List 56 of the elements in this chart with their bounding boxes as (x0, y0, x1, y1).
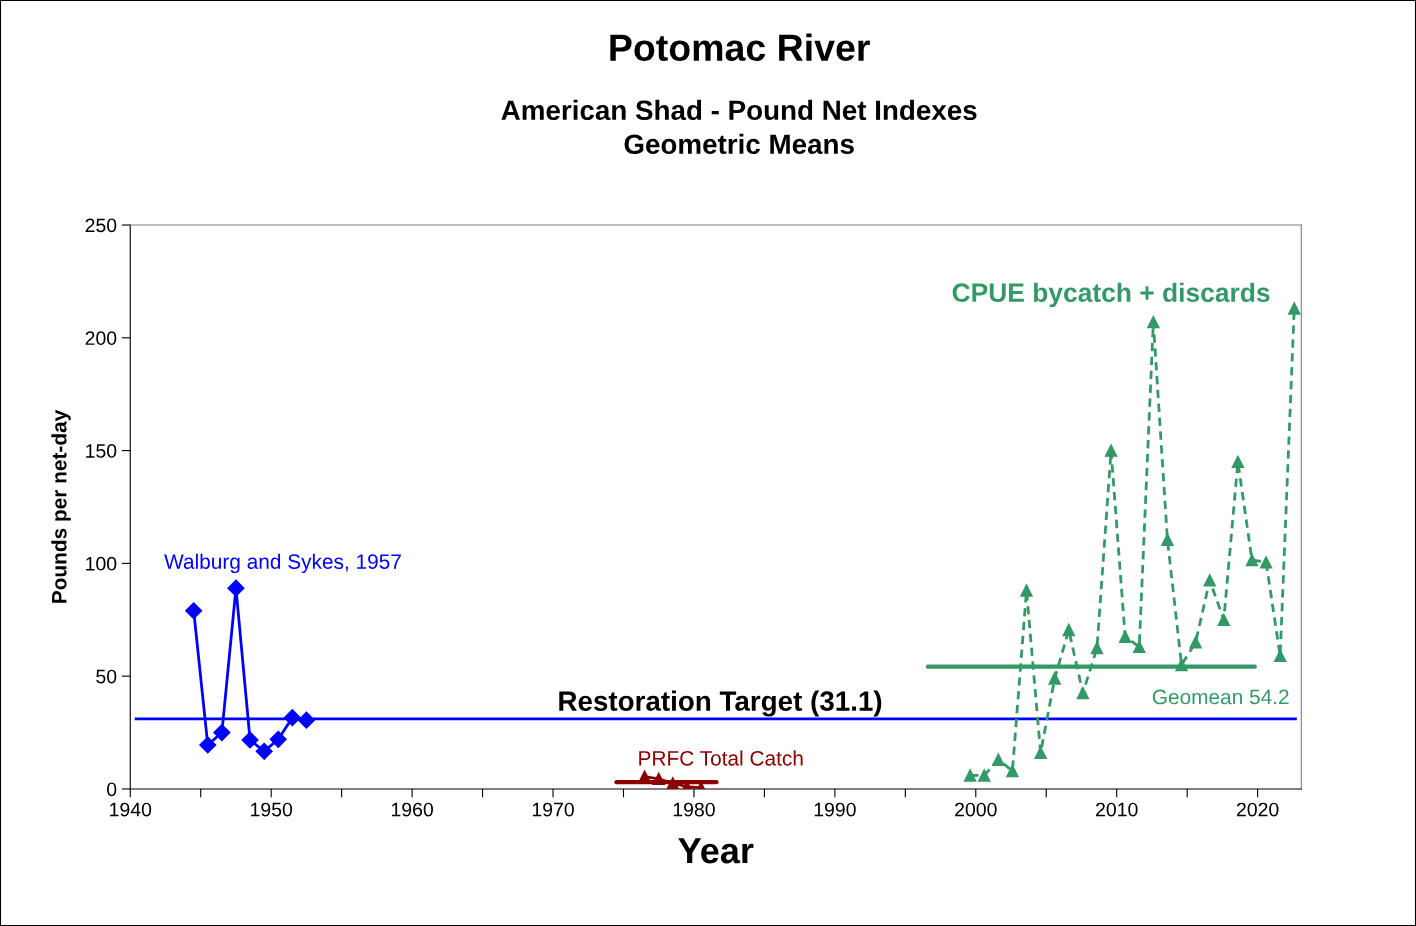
point (1147, 315, 1160, 329)
point (1090, 641, 1104, 655)
point (283, 709, 301, 727)
point (1020, 584, 1033, 597)
y-axis-title: Pounds per net-day (51, 409, 71, 603)
point (1006, 764, 1019, 778)
x-tick-label: 1980 (673, 802, 715, 817)
point (213, 724, 231, 742)
y-tick-label: 100 (86, 556, 117, 571)
y-tick-label: 200 (85, 331, 117, 346)
point (1288, 302, 1301, 315)
ref-line-label: Restoration Target (31.1) (559, 690, 882, 717)
y-tick-label: 0 (107, 782, 117, 797)
point (977, 769, 991, 782)
point (255, 742, 273, 760)
series-label: PRFC Total Catch (639, 750, 803, 766)
point (1076, 686, 1090, 700)
point (1273, 649, 1287, 663)
point (185, 602, 203, 620)
x-tick-label: 2000 (955, 802, 997, 817)
point (1132, 640, 1146, 654)
point (1231, 455, 1245, 469)
y-tick-label: 250 (85, 218, 117, 233)
x-tick-label: 2010 (1096, 802, 1138, 817)
point (963, 769, 977, 782)
y-tick-label: 150 (86, 444, 117, 458)
point (1118, 630, 1132, 643)
point (1048, 672, 1061, 685)
point (1062, 623, 1076, 637)
point (227, 579, 245, 597)
text: Walburg and Sykes, 1957 (164, 553, 401, 574)
point (1259, 555, 1273, 569)
x-tick-label: 1960 (391, 802, 433, 817)
chart-subtitle: American Shad - Pound Net Indexes Geometric Means (501, 99, 977, 155)
point (1189, 636, 1202, 649)
annotation: Geomean 54.2 (1152, 689, 1289, 705)
x-axis-title: Year (678, 838, 754, 864)
point (992, 753, 1005, 766)
chart-title: Potomac River (610, 33, 870, 61)
x-tick-label: 1970 (532, 802, 574, 817)
series-label: CPUE bycatch + discards (952, 282, 1270, 308)
x-tick-label: 1990 (814, 802, 856, 817)
point (1104, 444, 1118, 457)
x-tick-label: 2020 (1236, 802, 1279, 817)
point (1245, 553, 1259, 567)
point (297, 711, 315, 729)
y-tick-label: 50 (96, 669, 117, 684)
point (1203, 574, 1216, 587)
point (269, 730, 287, 748)
point (1217, 613, 1231, 627)
point (1161, 533, 1174, 546)
point (199, 736, 217, 754)
point (241, 731, 259, 749)
x-tick-label: 1950 (251, 802, 293, 817)
x-tick-label: 1940 (110, 802, 152, 817)
point (1034, 746, 1047, 760)
